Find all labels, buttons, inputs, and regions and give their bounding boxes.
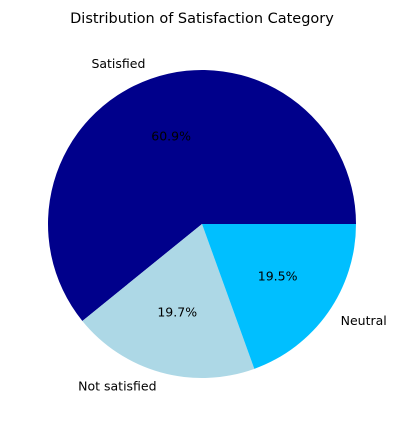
pie-slices xyxy=(47,70,356,378)
slice-label-not-satisfied: Not satisfied xyxy=(78,379,156,394)
pie-slice-not-satisfied xyxy=(82,224,255,378)
slice-label-neutral: Neutral xyxy=(341,313,387,328)
slice-percent-satisfied: 60.9% xyxy=(151,128,191,143)
pie-slice-neutral xyxy=(202,224,356,369)
slice-percent-neutral: 19.5% xyxy=(258,269,298,284)
slice-label-satisfied: Satisfied xyxy=(91,56,145,71)
pie-slice-satisfied xyxy=(47,70,356,321)
chart-title: Distribution of Satisfaction Category xyxy=(70,11,334,27)
slice-percent-not-satisfied: 19.7% xyxy=(157,305,197,320)
pie-labels: Satisfied 60.9% Not satisfied 19.7% Neutral 1… xyxy=(78,56,387,394)
